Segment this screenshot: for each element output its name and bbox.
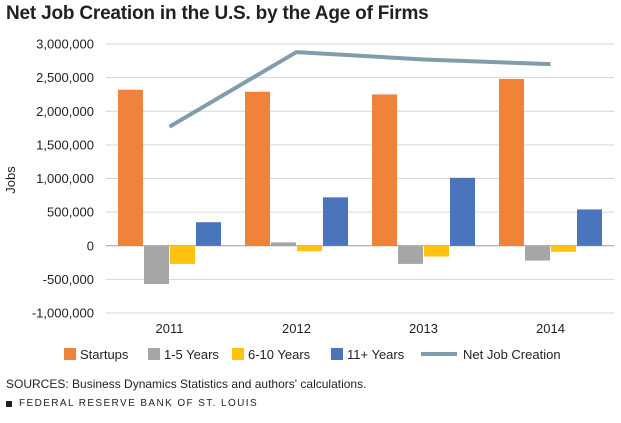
bar-1-5-years-2012 [271, 242, 296, 246]
publisher-line: FEDERAL RESERVE BANK OF ST. LOUIS [6, 398, 258, 409]
bar-startups-2011 [118, 89, 143, 246]
y-tick-label: 2,500,000 [36, 70, 94, 85]
publisher-name: FEDERAL RESERVE BANK OF ST. LOUIS [19, 398, 259, 409]
x-tick-label: 2012 [282, 321, 311, 336]
bar-1-5-years-2011 [144, 245, 169, 285]
bar-11-years-2013 [450, 177, 475, 246]
net-job-creation-polyline [168, 50, 551, 129]
x-tick-label: 2013 [409, 321, 438, 336]
legend-label: Net Job Creation [463, 347, 561, 362]
bar-6-10-years-2011 [170, 245, 195, 264]
y-axis-label-group: Jobs [3, 166, 18, 194]
bar-1-5-years-2014 [525, 245, 550, 261]
legend-swatch-startups [64, 348, 76, 360]
legend-label: 11+ Years [347, 347, 405, 362]
gridlines [106, 43, 614, 314]
bar-6-10-years-2012 [297, 245, 322, 252]
y-tick-label: 3,000,000 [36, 37, 94, 52]
bars [118, 78, 602, 285]
y-tick-label: 2,000,000 [36, 104, 94, 119]
y-tick-label: -1,000,000 [32, 306, 94, 321]
legend: Startups 1-5 Years 6-10 Years 11+ Years Net … [64, 347, 561, 362]
net-job-creation-line [168, 50, 551, 129]
legend-label: Startups [80, 347, 129, 362]
bar-startups-2013 [372, 94, 397, 246]
y-tick-label: 0 [87, 238, 94, 253]
bar-11-years-2011 [196, 222, 221, 246]
bar-6-10-years-2014 [551, 245, 576, 252]
y-tick-label: 500,000 [47, 205, 94, 220]
x-axis-tick-labels: 2011 2012 2013 2014 [156, 321, 565, 336]
legend-swatch-11-years [331, 348, 343, 360]
publisher-square-mark [6, 400, 12, 407]
chart-title: Net Job Creation in the U.S. by the Age … [6, 3, 429, 24]
source-note: SOURCES: Business Dynamics Statistics an… [6, 377, 367, 391]
legend-swatch-1-5-years [148, 348, 160, 360]
bar-startups-2014 [499, 78, 524, 246]
bar-1-5-years-2013 [398, 245, 423, 264]
y-axis-label: Jobs [3, 166, 18, 194]
y-tick-label: 1,000,000 [36, 171, 94, 186]
legend-label: 1-5 Years [164, 347, 219, 362]
y-tick-label: 1,500,000 [36, 137, 94, 152]
x-tick-label: 2011 [156, 321, 184, 336]
legend-label: 6-10 Years [248, 347, 311, 362]
chart-svg: 3,000,000 2,500,000 2,000,000 1,500,000 1,00… [3, 37, 614, 362]
y-tick-label: -500,000 [43, 272, 94, 287]
bar-startups-2012 [245, 91, 270, 246]
bar-11-years-2012 [323, 197, 348, 246]
y-axis-tick-labels: 3,000,000 2,500,000 2,000,000 1,500,000 1,00… [32, 37, 94, 321]
bar-6-10-years-2013 [424, 245, 449, 257]
legend-swatch-6-10-years [232, 348, 244, 360]
x-tick-label: 2014 [536, 321, 565, 336]
bar-11-years-2014 [577, 209, 602, 246]
